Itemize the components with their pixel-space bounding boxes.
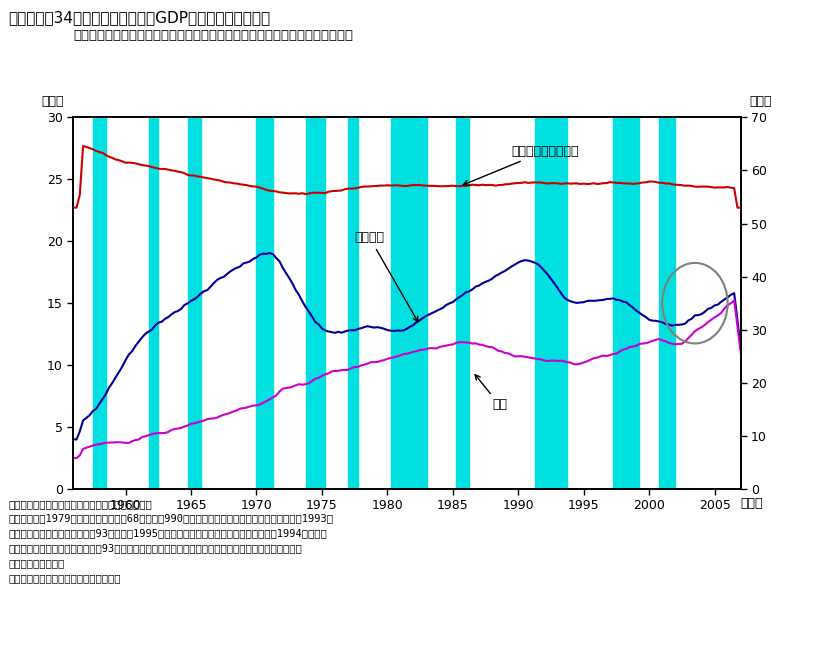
Bar bbox=[613, 117, 639, 489]
Bar bbox=[535, 117, 567, 489]
Text: バブル崩壊以降、輸出の割合が高まっており、設備投資の水準に迫りつつある: バブル崩壊以降、輸出の割合が高まっており、設備投資の水準に迫りつつある bbox=[73, 29, 353, 42]
Text: （％）: （％） bbox=[750, 95, 772, 108]
Text: （年）: （年） bbox=[741, 497, 764, 510]
Bar bbox=[348, 117, 358, 489]
Bar bbox=[188, 117, 201, 489]
Text: 輸出: 輸出 bbox=[475, 375, 507, 411]
Text: （備考）１．内閣府「国民経済計算」により作成。
　　　　２．1979年第４四半期までは68ＳＮＡで990年を基準とした固定基準年方式の実質値、1993年
　　　: （備考）１．内閣府「国民経済計算」により作成。 ２．1979年第４四半期までは6… bbox=[8, 499, 333, 583]
Text: 個人消費（目盛右）: 個人消費（目盛右） bbox=[463, 145, 580, 185]
Bar bbox=[659, 117, 676, 489]
Bar bbox=[391, 117, 427, 489]
Bar bbox=[305, 117, 326, 489]
Bar bbox=[456, 117, 469, 489]
Bar bbox=[148, 117, 159, 489]
Bar bbox=[93, 117, 106, 489]
Text: 設備投資: 設備投資 bbox=[355, 231, 418, 321]
Bar bbox=[256, 117, 273, 489]
Text: （％）: （％） bbox=[42, 95, 64, 108]
Text: 第１－１－34図　主な需要項目のGDPに占める割合の推移: 第１－１－34図 主な需要項目のGDPに占める割合の推移 bbox=[8, 10, 270, 25]
